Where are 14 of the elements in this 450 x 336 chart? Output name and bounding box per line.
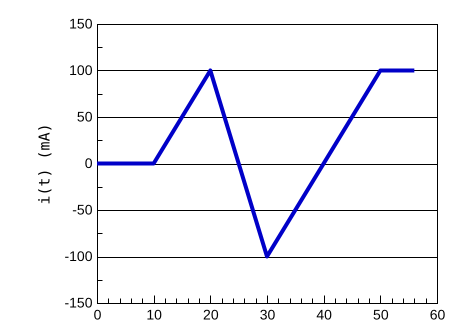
x-tick-label: 40 <box>316 306 332 322</box>
y-tick-label: -50 <box>72 202 93 218</box>
x-tick-label: 60 <box>430 306 446 322</box>
x-tick-label: 30 <box>260 306 276 322</box>
x-tick-label: 50 <box>373 306 389 322</box>
y-tick-label: 100 <box>69 62 93 78</box>
y-axis-title: i(t) (mA) <box>35 123 54 205</box>
y-tick-label: 0 <box>84 155 93 171</box>
x-tick-label: 10 <box>146 306 162 322</box>
y-tick-label: -150 <box>64 294 93 310</box>
y-tick-label: 50 <box>76 108 93 124</box>
x-tick-label: 20 <box>203 306 219 322</box>
y-tick-label: -100 <box>64 248 93 264</box>
y-tick-label: 150 <box>69 16 93 32</box>
